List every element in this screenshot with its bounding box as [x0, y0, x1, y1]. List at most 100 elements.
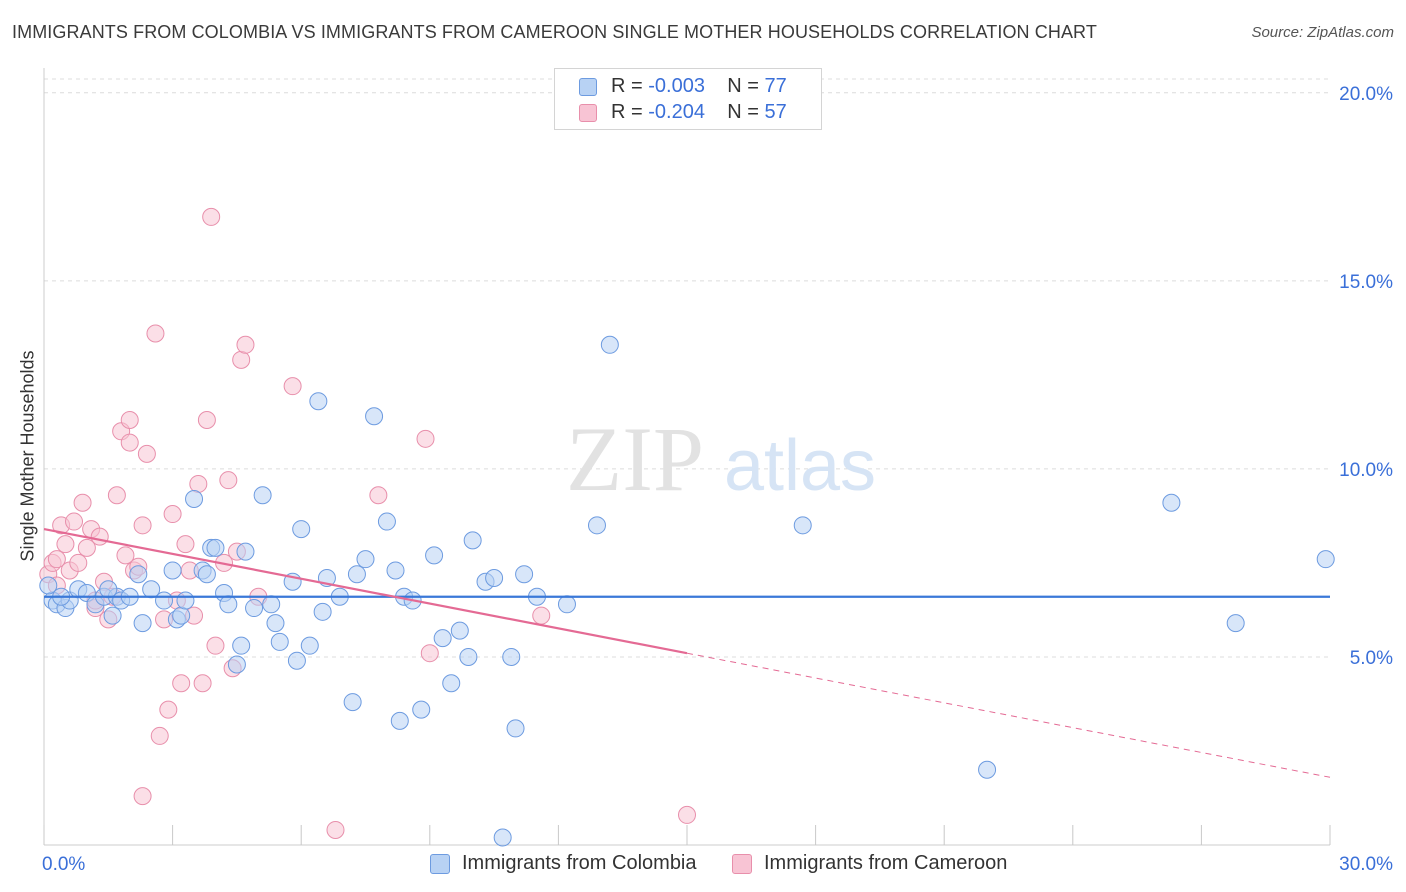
data-point-colombia: [347, 565, 366, 584]
data-point-colombia: [103, 606, 122, 625]
data-point-cameroon: [197, 411, 216, 430]
data-point-colombia: [172, 606, 191, 625]
data-point-cameroon: [77, 538, 96, 557]
data-point-colombia: [1226, 614, 1245, 633]
bottom-legend-label-cameroon: Immigrants from Cameroon: [764, 852, 1008, 874]
data-point-colombia: [206, 538, 225, 557]
data-point-cameroon: [69, 553, 88, 572]
legend-n-label: N =: [727, 75, 759, 97]
data-point-colombia: [493, 828, 512, 847]
y-tick-label: 5.0%: [1350, 648, 1393, 669]
axis-layer: [43, 68, 1331, 846]
x-tick-label: 0.0%: [42, 854, 85, 875]
data-point-colombia: [356, 550, 375, 569]
data-point-colombia: [176, 591, 195, 610]
data-point-cameroon: [678, 805, 696, 824]
data-point-cameroon: [416, 429, 435, 448]
data-point-colombia: [219, 595, 238, 614]
data-point-colombia: [793, 516, 812, 535]
data-point-colombia: [390, 711, 409, 730]
data-point-colombia: [365, 407, 384, 426]
data-point-colombia: [253, 486, 272, 505]
data-point-colombia: [163, 561, 182, 580]
data-point-colombia: [129, 565, 148, 584]
legend-r-value-cameroon: -0.204: [648, 101, 705, 123]
data-point-cameroon: [283, 377, 302, 396]
data-point-cameroon: [219, 471, 238, 490]
data-point-cameroon: [120, 433, 139, 452]
data-point-colombia: [459, 647, 478, 666]
data-point-cameroon: [532, 606, 551, 625]
data-point-cameroon: [107, 486, 126, 505]
data-point-cameroon: [326, 820, 345, 839]
tick-labels: 5.0% 10.0% 15.0% 20.0% 0.0% 30.0%: [42, 84, 1393, 875]
data-point-colombia: [313, 602, 332, 621]
watermark: ZIP atlas: [566, 408, 876, 510]
data-point-cameroon: [47, 550, 66, 569]
bottom-legend-swatch-cameroon: [732, 854, 752, 874]
trend-line-cameroon-extension: [686, 652, 1331, 778]
data-point-colombia: [287, 651, 306, 670]
data-point-cameroon: [150, 726, 169, 745]
data-point-cameroon: [146, 324, 165, 343]
data-point-colombia: [502, 647, 521, 666]
legend-text-colombia: R = -0.003 N = 77: [611, 75, 787, 98]
data-point-colombia: [155, 591, 174, 610]
data-point-colombia: [557, 595, 576, 614]
data-point-cameroon: [116, 546, 135, 565]
data-point-colombia: [227, 655, 246, 674]
y-tick-label: 10.0%: [1339, 460, 1393, 481]
bottom-legend-swatch-colombia: [430, 854, 450, 874]
x-tick-label: 30.0%: [1339, 854, 1393, 875]
data-point-cameroon: [65, 512, 84, 531]
data-point-cameroon: [420, 644, 439, 663]
legend-r-label: R =: [611, 75, 643, 97]
data-point-colombia: [309, 392, 328, 411]
legend-r-value-colombia: -0.003: [648, 75, 705, 97]
bottom-legend-label-colombia: Immigrants from Colombia: [462, 852, 697, 874]
legend-swatch-cameroon: [579, 104, 597, 122]
data-point-colombia: [185, 489, 204, 508]
data-point-colombia: [1162, 493, 1181, 512]
data-point-colombia: [270, 632, 289, 651]
data-point-cameroon: [133, 787, 152, 806]
data-point-colombia: [133, 614, 152, 633]
data-point-colombia: [412, 700, 431, 719]
data-point-colombia: [506, 719, 525, 738]
legend-swatch-colombia: [579, 78, 597, 96]
data-point-colombia: [485, 568, 504, 587]
data-point-colombia: [425, 546, 444, 565]
data-point-cameroon: [206, 636, 225, 655]
data-point-cameroon: [163, 505, 182, 524]
data-point-colombia: [343, 693, 362, 712]
legend-n-label: N =: [727, 101, 759, 123]
trend-line-cameroon: [43, 527, 688, 655]
chart-title: IMMIGRANTS FROM COLOMBIA VS IMMIGRANTS F…: [12, 22, 1097, 42]
y-tick-label: 15.0%: [1339, 272, 1393, 293]
watermark-atlas: atlas: [724, 426, 876, 506]
data-point-cameroon: [137, 444, 156, 463]
data-point-colombia: [600, 335, 619, 354]
data-point-colombia: [377, 512, 396, 531]
data-point-cameroon: [133, 516, 152, 535]
data-point-colombia: [39, 576, 58, 595]
data-point-cameroon: [189, 474, 208, 493]
data-point-colombia: [978, 760, 997, 779]
data-point-colombia: [266, 614, 285, 633]
data-point-cameroon: [120, 411, 139, 430]
data-point-cameroon: [236, 335, 255, 354]
legend-n-value-cameroon: 57: [764, 101, 787, 123]
data-point-cameroon: [176, 535, 195, 554]
data-point-cameroon: [172, 674, 191, 693]
data-point-cameroon: [193, 674, 212, 693]
watermark-zip: ZIP: [566, 408, 704, 510]
data-point-cameroon: [369, 486, 388, 505]
data-point-colombia: [197, 565, 216, 584]
legend-r-label: R =: [611, 101, 643, 123]
data-point-colombia: [292, 520, 311, 539]
data-point-colombia: [236, 542, 255, 561]
correlation-legend: R = -0.003 N = 77 R = -0.204 N = 57: [554, 68, 822, 130]
source-label: Source: ZipAtlas.com: [1251, 24, 1394, 41]
data-point-colombia: [262, 595, 281, 614]
